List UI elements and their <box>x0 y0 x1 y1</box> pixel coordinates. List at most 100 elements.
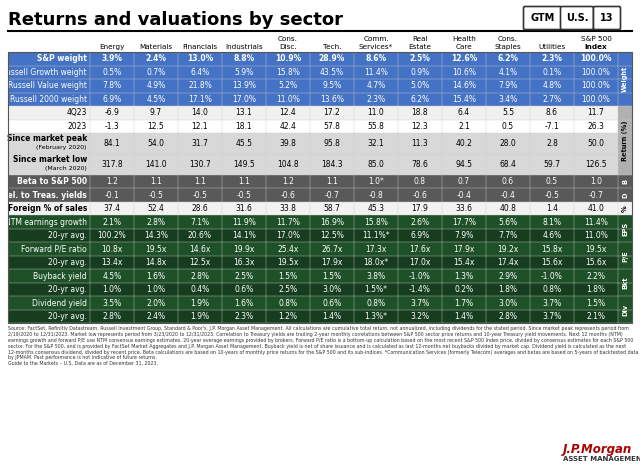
Text: 4.7%: 4.7% <box>366 81 386 90</box>
Text: 4.9%: 4.9% <box>147 81 166 90</box>
Bar <box>8 92 618 106</box>
Text: 1.6%: 1.6% <box>234 299 253 308</box>
Text: Cons.: Cons. <box>498 36 518 42</box>
Text: 25.4x: 25.4x <box>277 245 299 254</box>
FancyBboxPatch shape <box>561 7 593 29</box>
Text: 7.9%: 7.9% <box>454 231 474 240</box>
Text: 54.0: 54.0 <box>147 139 164 148</box>
Text: 20-yr avg.: 20-yr avg. <box>48 231 87 240</box>
Text: 95.8: 95.8 <box>324 139 340 148</box>
Text: D: D <box>622 192 628 198</box>
Text: ASSET MANAGEMENT: ASSET MANAGEMENT <box>563 456 640 462</box>
Text: 20-yr avg.: 20-yr avg. <box>48 312 87 321</box>
Text: 1.2%: 1.2% <box>278 312 298 321</box>
Bar <box>8 106 618 119</box>
Text: Estate: Estate <box>408 44 431 50</box>
Text: 6.9%: 6.9% <box>410 231 429 240</box>
Text: 0.5%: 0.5% <box>102 68 122 77</box>
Text: 18.1: 18.1 <box>236 122 252 131</box>
Text: 13.4x: 13.4x <box>101 258 123 267</box>
Text: 18.0x*: 18.0x* <box>364 258 388 267</box>
Text: 11.0%: 11.0% <box>584 231 608 240</box>
Text: 17.9x: 17.9x <box>321 258 342 267</box>
Text: 0.5: 0.5 <box>502 122 514 131</box>
Text: (February 2020): (February 2020) <box>36 145 87 150</box>
Text: 4.1%: 4.1% <box>499 68 518 77</box>
Text: 17.9: 17.9 <box>412 204 428 213</box>
Bar <box>8 66 618 79</box>
Text: 11.9%: 11.9% <box>232 218 256 226</box>
Text: 12.5: 12.5 <box>148 122 164 131</box>
Text: 104.8: 104.8 <box>277 160 299 169</box>
Text: Returns and valuations by sector: Returns and valuations by sector <box>8 11 343 29</box>
Text: 40.8: 40.8 <box>500 204 516 213</box>
Text: Weight: Weight <box>622 66 628 92</box>
Text: 1.1: 1.1 <box>150 177 162 186</box>
Text: 52.4: 52.4 <box>148 204 164 213</box>
Text: 33.8: 33.8 <box>280 204 296 213</box>
Text: -0.5: -0.5 <box>148 191 163 199</box>
Text: 100.0%: 100.0% <box>582 81 611 90</box>
Text: Div: Div <box>622 304 628 316</box>
Text: 0.6%: 0.6% <box>323 299 342 308</box>
Text: 2.9%: 2.9% <box>499 272 518 281</box>
Text: 3.4%: 3.4% <box>499 95 518 104</box>
Text: 2.1%: 2.1% <box>586 312 605 321</box>
Bar <box>8 215 618 229</box>
Text: 1.3%: 1.3% <box>454 272 474 281</box>
Text: 4.5%: 4.5% <box>147 95 166 104</box>
Text: 1.5%: 1.5% <box>323 272 342 281</box>
Text: 1.5%: 1.5% <box>278 272 298 281</box>
Text: 7.8%: 7.8% <box>102 81 122 90</box>
Text: 0.4%: 0.4% <box>190 285 210 294</box>
Text: 15.8%: 15.8% <box>276 68 300 77</box>
Text: 43.5%: 43.5% <box>320 68 344 77</box>
Text: -6.9: -6.9 <box>104 108 120 117</box>
Text: 7.7%: 7.7% <box>499 231 518 240</box>
Text: 17.6x: 17.6x <box>410 245 431 254</box>
Bar <box>8 269 618 283</box>
Bar <box>8 283 618 296</box>
Text: Cons.: Cons. <box>278 36 298 42</box>
Text: 1.0%: 1.0% <box>147 285 166 294</box>
Text: 13.1: 13.1 <box>236 108 252 117</box>
Text: 17.3x: 17.3x <box>365 245 387 254</box>
Text: 14.3%: 14.3% <box>144 231 168 240</box>
Text: 3.2%: 3.2% <box>410 312 429 321</box>
Text: 2.0%: 2.0% <box>147 299 166 308</box>
Text: 11.4%: 11.4% <box>364 68 388 77</box>
Text: 2.3%: 2.3% <box>234 312 253 321</box>
Text: 2.1: 2.1 <box>458 122 470 131</box>
Text: 1.1: 1.1 <box>238 177 250 186</box>
Text: Care: Care <box>456 44 472 50</box>
Text: 0.5: 0.5 <box>546 177 558 186</box>
Text: 100.0%: 100.0% <box>582 95 611 104</box>
Text: Beta to S&P 500: Beta to S&P 500 <box>17 177 87 186</box>
Text: 19.5x: 19.5x <box>586 245 607 254</box>
Text: 3.7%: 3.7% <box>542 299 562 308</box>
Text: 94.5: 94.5 <box>456 160 472 169</box>
Text: 1.2: 1.2 <box>106 177 118 186</box>
Text: 10.9%: 10.9% <box>275 54 301 63</box>
Text: 3.7%: 3.7% <box>410 299 429 308</box>
Text: NTM earnings growth: NTM earnings growth <box>5 218 87 226</box>
Text: Disc.: Disc. <box>279 44 297 50</box>
Text: 17.0%: 17.0% <box>276 231 300 240</box>
Text: -0.7: -0.7 <box>589 191 604 199</box>
Text: 8.1%: 8.1% <box>543 218 561 226</box>
Text: 8.8%: 8.8% <box>234 54 255 63</box>
Text: 0.6%: 0.6% <box>234 285 253 294</box>
Text: P/E: P/E <box>622 250 628 262</box>
Text: 12.6%: 12.6% <box>451 54 477 63</box>
Text: 14.1%: 14.1% <box>232 231 256 240</box>
Text: 0.2%: 0.2% <box>454 285 474 294</box>
Text: 2.8: 2.8 <box>546 139 558 148</box>
Text: Source: FactSet, Refinitiv Datastream, Russell Investment Group, Standard & Poor: Source: FactSet, Refinitiv Datastream, R… <box>8 326 638 366</box>
Text: 1.2: 1.2 <box>282 177 294 186</box>
Text: 11.7: 11.7 <box>588 108 604 117</box>
Text: 1.3%*: 1.3%* <box>365 312 387 321</box>
Text: 13.6%: 13.6% <box>320 95 344 104</box>
Text: 3.9%: 3.9% <box>102 54 122 63</box>
Text: 8.6: 8.6 <box>546 108 558 117</box>
Text: J.P.Morgan: J.P.Morgan <box>563 443 632 455</box>
